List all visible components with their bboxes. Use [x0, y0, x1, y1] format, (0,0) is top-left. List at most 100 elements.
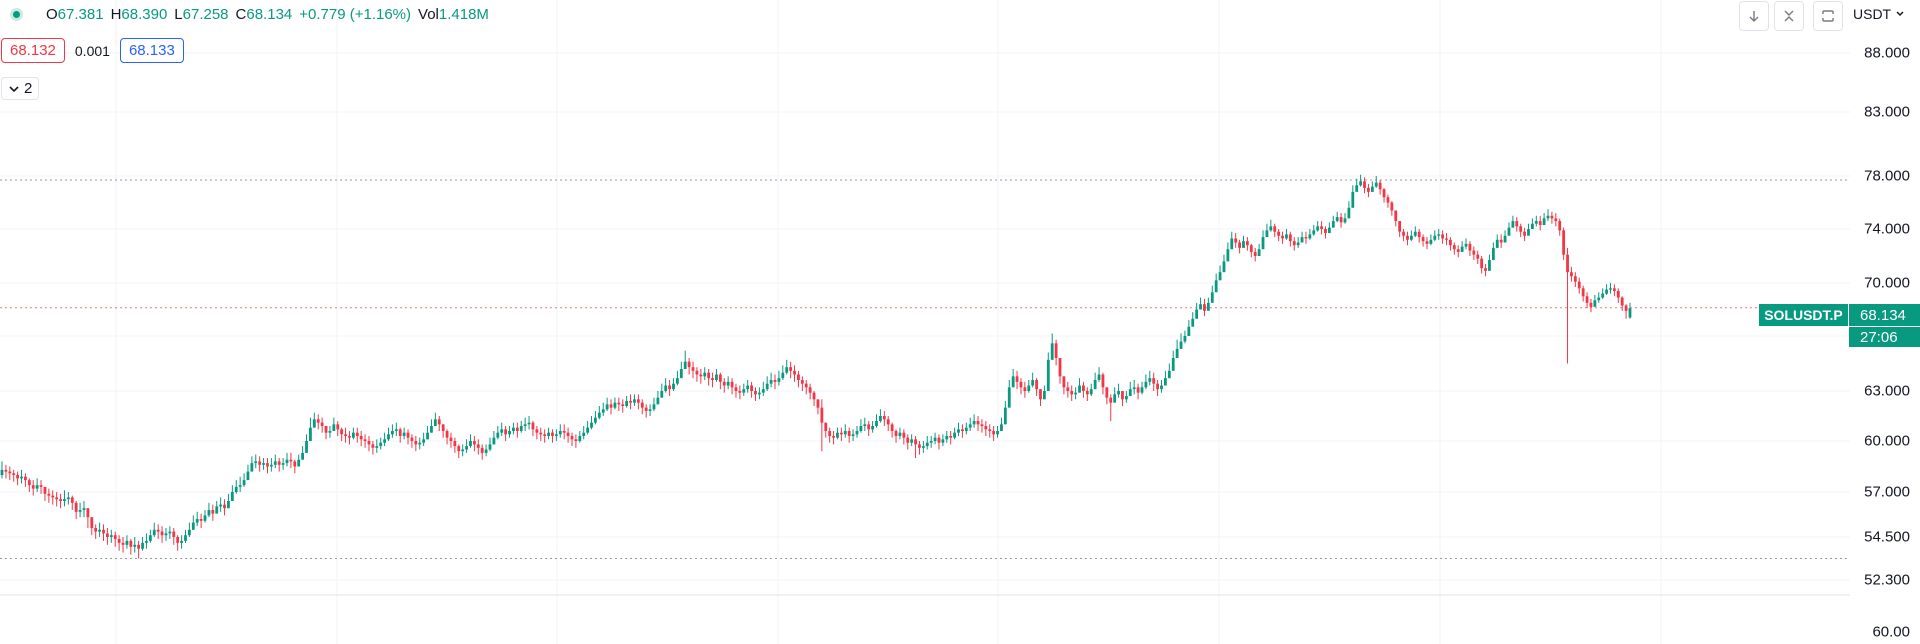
candle-body — [1367, 187, 1370, 192]
candle — [1445, 233, 1448, 246]
candle-body — [523, 424, 527, 426]
candle — [972, 414, 976, 428]
candle-body — [273, 461, 277, 465]
candle — [894, 429, 898, 443]
candle — [309, 417, 312, 441]
candle-body — [305, 441, 308, 453]
candle — [449, 432, 453, 448]
candle-body — [992, 431, 996, 435]
candle-body — [515, 427, 519, 431]
candle-body — [1402, 231, 1405, 236]
sell-button[interactable]: 68.132 — [1, 38, 65, 63]
candle-body — [1304, 237, 1308, 239]
candle-body — [1530, 223, 1534, 229]
candle-body — [148, 535, 152, 541]
candle-body — [4, 469, 8, 472]
candle — [554, 429, 558, 441]
candle-body — [761, 389, 765, 393]
candle — [1449, 237, 1452, 251]
buy-button[interactable]: 68.133 — [119, 38, 184, 63]
candle-body — [172, 531, 176, 537]
fullscreen-icon[interactable] — [1813, 1, 1843, 31]
candle — [1335, 211, 1339, 223]
candle-body — [262, 463, 265, 465]
candle — [691, 361, 695, 379]
currency-selector[interactable]: USDT — [1853, 6, 1905, 22]
candle-body — [890, 424, 894, 431]
candle — [800, 376, 804, 391]
candle-body — [1519, 226, 1523, 232]
candle-body — [781, 372, 785, 379]
candle-body — [847, 431, 851, 436]
candle-body — [1148, 378, 1152, 382]
candle-body — [1066, 387, 1070, 391]
candle-body — [133, 544, 137, 547]
candle — [35, 478, 39, 492]
candle — [1343, 213, 1347, 224]
arrow-down-icon[interactable] — [1739, 1, 1769, 31]
price-axis-label: 70.000 — [1864, 274, 1910, 292]
candle — [1281, 231, 1284, 244]
candle — [707, 369, 711, 386]
collapse-chevrons-icon[interactable] — [1774, 1, 1804, 31]
candle — [629, 394, 632, 410]
candle — [910, 434, 914, 447]
indicators-collapse-button[interactable]: 2 — [1, 77, 40, 100]
candle — [1121, 391, 1124, 406]
candle-body — [1484, 268, 1487, 271]
candle — [715, 369, 718, 382]
candle-body — [676, 378, 679, 384]
candle — [871, 421, 875, 433]
candle-body — [320, 422, 324, 426]
candle — [277, 458, 281, 472]
candle-body — [1093, 380, 1097, 390]
candle-body — [1027, 385, 1031, 391]
candle-body — [543, 434, 547, 436]
candle — [1273, 223, 1277, 238]
candle — [297, 454, 301, 467]
candle — [1171, 350, 1175, 371]
price-axis-label: 74.000 — [1864, 220, 1910, 238]
candle-body — [1585, 296, 1589, 303]
candle-body — [328, 431, 332, 433]
candle-body — [1226, 249, 1230, 262]
candle-body — [437, 419, 441, 425]
candle — [113, 531, 117, 547]
candle-body — [223, 504, 226, 509]
candle-body — [1390, 202, 1394, 211]
candle-body — [266, 463, 269, 467]
candle — [1425, 237, 1429, 250]
candle-body — [1249, 245, 1253, 252]
candle-body — [469, 441, 472, 447]
candle-body — [86, 508, 90, 518]
candle-body — [1601, 293, 1605, 298]
market-status-icon[interactable] — [10, 8, 23, 21]
high-value: 68.390 — [121, 6, 168, 23]
candle-body — [43, 486, 47, 494]
candle — [882, 411, 886, 426]
candle — [1491, 242, 1495, 261]
candle — [1339, 213, 1343, 228]
candle-body — [1253, 251, 1257, 256]
candle — [86, 508, 90, 528]
candle-body — [804, 383, 808, 388]
candle — [1503, 230, 1507, 243]
candle-body — [605, 404, 609, 410]
candle — [195, 511, 199, 527]
candle-body — [215, 506, 219, 514]
candle — [1429, 234, 1433, 246]
candle — [1300, 231, 1304, 243]
candle — [1327, 222, 1331, 234]
candle — [1113, 387, 1117, 403]
candle-body — [1527, 229, 1530, 236]
candle-body — [910, 439, 914, 443]
candle — [1031, 372, 1035, 388]
candle — [215, 501, 219, 514]
candle-body — [1378, 182, 1382, 190]
candle-body — [379, 442, 383, 447]
candle-body — [594, 417, 597, 423]
candle — [63, 490, 66, 507]
candle — [1554, 213, 1558, 227]
candle-body — [1171, 358, 1175, 371]
